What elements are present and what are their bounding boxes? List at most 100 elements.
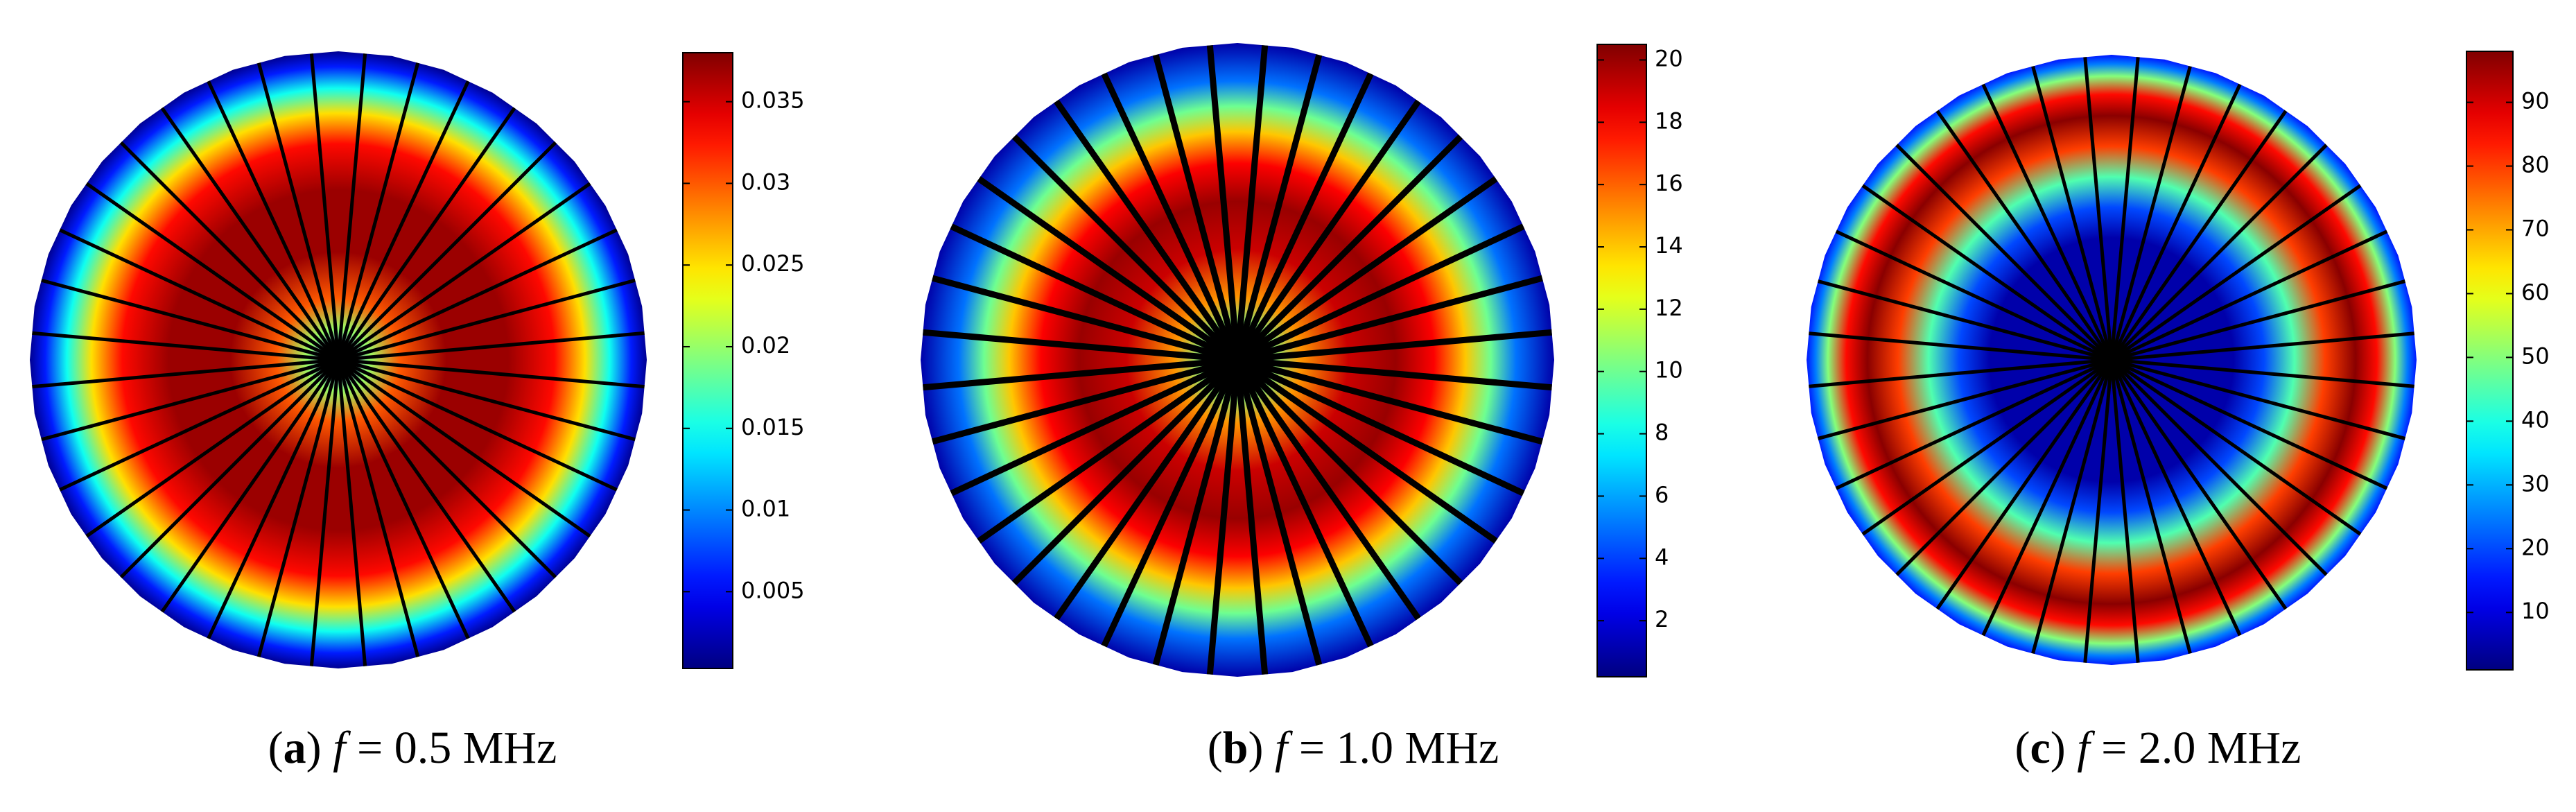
colorbar-tick-label: 0.015 [741,414,805,440]
spoke [336,359,516,613]
colorbar-tick-label: 10 [2521,598,2550,624]
colorbar-tick-label: 4 [1655,544,1669,570]
spoke [1935,359,2114,610]
center-ring [1228,350,1247,370]
spoke [1895,359,2113,576]
colorbar-tick-label: 40 [2521,406,2550,433]
spoke [950,356,1239,496]
spoke [1235,99,1421,362]
spoke [32,331,339,362]
spoke [2111,358,2414,388]
spoke [2110,358,2388,490]
colorbar-tick-label: 60 [2521,279,2550,305]
spoke [2109,65,2192,361]
spoke [2111,279,2406,362]
spoke [1236,223,1525,363]
spoke [2109,83,2242,361]
spoke [923,329,1238,363]
spoke [337,358,618,492]
spoke [2110,230,2388,362]
spoke [1237,356,1552,391]
spoke [207,359,340,639]
caption: (b) f = 1.0 MHz [1208,723,1499,773]
spoke [1054,358,1240,621]
colorbar-tick-label: 0.02 [741,332,790,359]
spoke [338,278,636,362]
spoke [1234,54,1323,361]
colorbar-tick-label: 14 [1655,232,1683,259]
center-ring [329,350,348,370]
spoke [1235,134,1463,363]
spoke [337,359,557,579]
spoke [2109,110,2288,361]
spoke [337,141,557,361]
spoke [119,141,340,361]
spoke [336,107,516,361]
spoke [1234,72,1374,361]
spoke [85,182,340,362]
spoke [977,357,1239,544]
spoke [1235,357,1463,586]
colorbar-tick-label: 6 [1655,481,1669,508]
spoke [2110,358,2362,536]
spoke [1236,356,1543,445]
spoke [977,176,1239,363]
caption: (c) f = 2.0 MHz [2015,723,2301,773]
colorbar-tick-label: 0.005 [741,577,805,603]
spoke [1234,359,1269,675]
spoke [923,356,1238,391]
spoke [309,359,340,666]
spoke [1817,358,2112,440]
spoke [160,107,340,361]
spoke [337,182,591,362]
spoke [2109,359,2192,655]
spoke [41,358,339,442]
spoke [1235,358,1421,621]
spoke [1861,184,2113,362]
colorbar-tick-label: 0.01 [741,496,790,522]
spoke [41,278,339,362]
colorbar-tick-label: 0.035 [741,87,805,114]
spoke [2110,184,2362,362]
colorbar [682,52,733,669]
spoke [2083,359,2114,663]
colorbar-tick-label: 30 [2521,470,2550,496]
spoke [160,359,340,613]
spoke [1011,357,1240,586]
spoke [1895,144,2113,361]
spoke [1809,358,2112,388]
spoke [32,358,339,389]
spoke [2031,65,2114,361]
spoke [2109,359,2288,610]
spoke [2111,331,2414,362]
spoke [1235,357,1498,544]
spoke [1206,45,1241,361]
spoke [336,359,470,639]
colorbar-tick-label: 18 [1655,107,1683,134]
spoke [338,358,645,389]
colorbar-tick-label: 2 [1655,606,1669,632]
spoke [2109,57,2140,361]
spoke [1236,275,1543,363]
spoke [1817,279,2112,362]
center-ring [2102,350,2121,370]
spoke [1234,45,1269,361]
spoke [1809,331,2112,362]
spoke [119,359,340,579]
spoke [59,228,340,362]
spoke [1861,358,2113,536]
spoke [207,80,340,361]
colorbar-tick-label: 20 [2521,534,2550,560]
spoke [1206,359,1241,675]
spoke [2109,359,2242,637]
colorbar-tick-label: 0.03 [741,169,790,195]
spoke [338,358,636,442]
spoke [2110,359,2328,576]
spoke [950,223,1239,363]
spoke [336,359,420,657]
spoke [1236,356,1525,496]
spoke [336,80,470,361]
colorbar-tick-label: 8 [1655,420,1669,446]
spoke [336,62,420,361]
